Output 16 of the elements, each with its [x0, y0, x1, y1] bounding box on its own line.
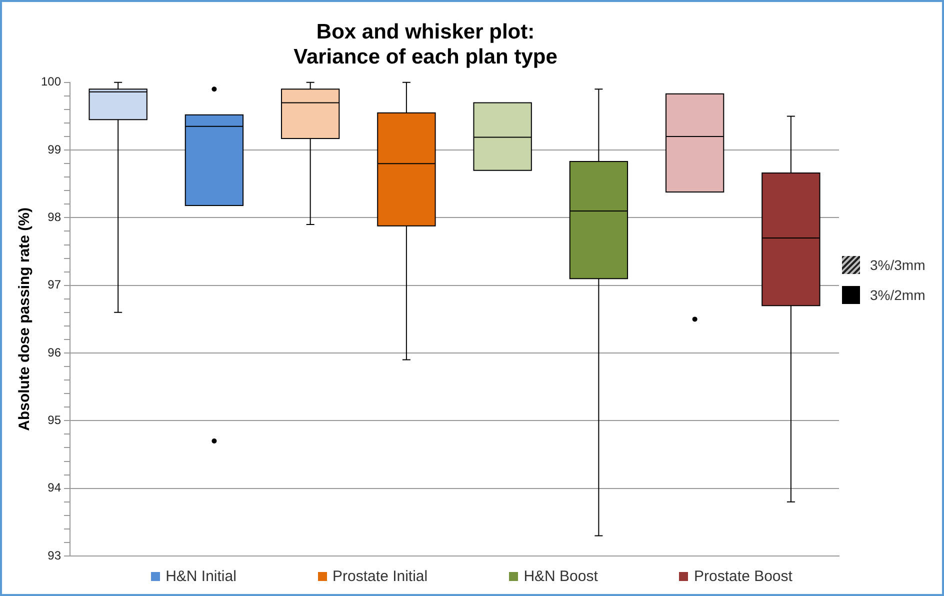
- text: 3%/3mm: [869, 256, 926, 275]
- y-axis-title: Absolute dose passing rate (%): [16, 208, 34, 431]
- chart-title: Box and whisker plot: Variance of each plan type: [294, 20, 558, 69]
- legend-label: Prostate Boost: [693, 568, 792, 585]
- y-tick-label: 95: [48, 413, 62, 427]
- legend-label: H&N Initial: [164, 568, 236, 585]
- y-tick-label: 93: [48, 548, 62, 562]
- y-tick-label: 99: [48, 142, 62, 156]
- text: 3%/2mm: [869, 286, 926, 305]
- y-tick-label: 96: [48, 345, 62, 360]
- y-tick-label: 97: [48, 278, 62, 292]
- legend-label: Prostate Initial: [332, 568, 428, 585]
- legend-label: H&N Boost: [522, 568, 598, 585]
- y-tick-label: 98: [48, 210, 62, 224]
- y-tick-label: 100: [40, 74, 62, 89]
- y-tick-label: 94: [48, 480, 62, 495]
